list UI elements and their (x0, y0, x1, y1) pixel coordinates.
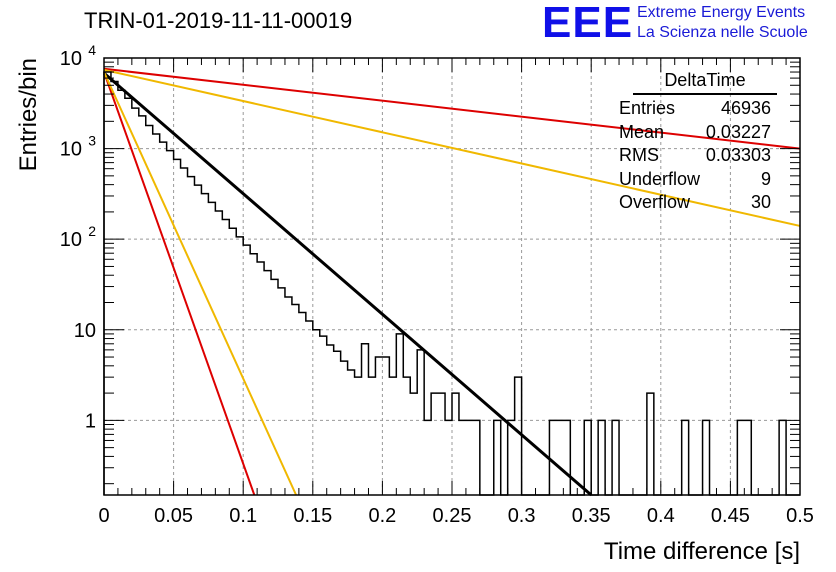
stats-row-rms: RMS 0.03303 (611, 144, 781, 168)
fit-line (103, 67, 801, 150)
x-tick-label: 0.25 (433, 505, 472, 527)
x-axis-label: Time difference [s] (604, 538, 800, 565)
y-axis-label: Entries/bin (15, 58, 42, 171)
x-tick-label: 0.45 (711, 505, 750, 527)
x-tick-label: 0.2 (368, 505, 396, 527)
x-tick-label: 0.05 (154, 505, 193, 527)
stats-label: RMS (619, 145, 659, 165)
stats-box: DeltaTime Entries 46936 Mean 0.03227 RMS… (611, 70, 781, 215)
grid-lines (104, 58, 800, 495)
fit-line (103, 72, 593, 497)
fit-lines (103, 67, 801, 497)
logo-line-1: Extreme Energy Events (637, 4, 806, 21)
x-tick-label: 0.5 (786, 505, 814, 527)
stats-value: 0.03227 (705, 121, 771, 142)
fit-line (103, 68, 801, 227)
fit-line (103, 71, 298, 496)
stats-value: 9 (760, 168, 771, 189)
stats-label: Overflow (619, 192, 691, 212)
x-tick-label: 0 (98, 505, 109, 527)
stats-label: Mean (619, 121, 665, 142)
plot-title: TRIN-01-2019-11-11-00019 (84, 8, 353, 33)
x-tick-label: 0.1 (229, 505, 257, 527)
y-tick-label: 10 (60, 229, 82, 251)
x-tick-label: 0.35 (572, 505, 611, 527)
logo-line-2: La Scienza nelle Scuole (637, 24, 808, 41)
stats-row-mean: Mean 0.03227 (611, 121, 781, 145)
stats-row-overflow: Overflow 30 (611, 191, 781, 215)
y-tick-exponent: 2 (88, 223, 96, 239)
y-tick-label: 10 (60, 48, 82, 70)
stats-label: Entries (619, 98, 676, 118)
stats-label: Underflow (619, 168, 701, 189)
stats-value: 46936 (720, 98, 771, 118)
stats-row-entries: Entries 46936 (611, 97, 781, 121)
y-tick-exponent: 4 (88, 42, 96, 58)
fit-line (103, 71, 256, 496)
eee-logo: EEE (542, 0, 634, 47)
x-tick-label: 0.15 (293, 505, 332, 527)
y-tick-label: 10 (60, 139, 82, 161)
y-tick-exponent: 3 (88, 133, 96, 149)
axis-ticks (103, 57, 801, 495)
stats-row-underflow: Underflow 9 (611, 168, 781, 192)
y-tick-label: 10 (74, 320, 96, 342)
stats-title: DeltaTime (633, 70, 777, 95)
stats-value: 30 (750, 192, 771, 212)
x-tick-label: 0.4 (647, 505, 675, 527)
stats-value: 0.03303 (705, 145, 771, 165)
x-tick-label: 0.3 (508, 505, 536, 527)
y-tick-label: 1 (85, 410, 96, 432)
tick-labels: 0 0.05 0.1 0.15 0.2 0.25 0.3 0.35 0.4 0.45 0.5 1 10 1… (60, 42, 814, 527)
